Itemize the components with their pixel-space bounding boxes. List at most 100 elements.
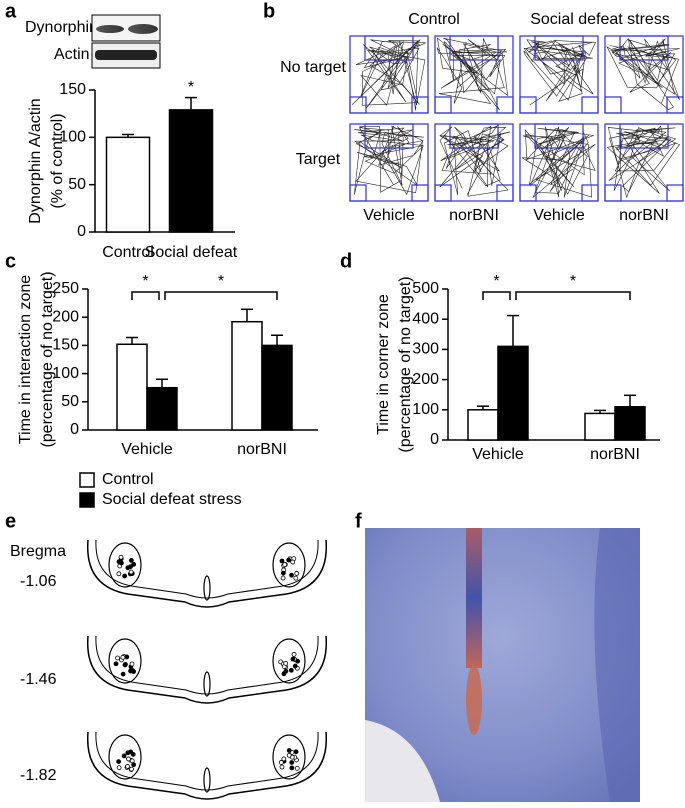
- interaction-zone: [534, 35, 584, 61]
- injection-site: [120, 671, 126, 677]
- injection-site: [123, 661, 128, 667]
- injection-site: [294, 765, 300, 771]
- injection-site: [131, 561, 137, 567]
- corner-zone: [519, 96, 537, 114]
- bar: [614, 406, 646, 441]
- y-tick-label: 0: [70, 421, 79, 438]
- blot-band: [96, 25, 124, 33]
- panel-label: d: [340, 250, 352, 272]
- x-tick-label: Vehicle: [472, 446, 524, 463]
- corner-zone: [411, 184, 429, 202]
- corner-zone: [604, 96, 622, 114]
- x-tick-label: norBNI: [590, 446, 640, 463]
- group-label: Social defeat stress: [530, 11, 670, 28]
- injection-site: [125, 764, 130, 769]
- row-label: No target: [280, 59, 346, 76]
- significance: *: [142, 273, 148, 290]
- significance-bracket: [164, 291, 278, 300]
- x-tick-label: Control: [102, 244, 154, 261]
- injection-site: [124, 654, 130, 660]
- injection-site: [131, 762, 137, 768]
- x-tick-label: Vehicle: [121, 441, 173, 458]
- histology-track: [466, 665, 482, 735]
- panel-label: f: [355, 510, 362, 532]
- y-tick-label: 150: [52, 337, 79, 354]
- injection-site: [286, 752, 292, 758]
- y-tick-label: 100: [52, 365, 79, 382]
- corner-zone: [349, 184, 367, 202]
- injection-site: [290, 559, 296, 565]
- injection-site: [280, 570, 286, 576]
- amygdala-outline: [272, 542, 306, 588]
- y-tick-label: 400: [412, 310, 439, 327]
- injection-site: [282, 562, 288, 568]
- legend-label: Control: [102, 471, 154, 488]
- y-tick-label: 150: [59, 81, 86, 98]
- amygdala-outline: [108, 638, 142, 684]
- injection-site: [295, 658, 301, 664]
- injection-site: [281, 756, 287, 762]
- brain-outline: [95, 635, 319, 695]
- interaction-zone: [619, 35, 669, 61]
- amygdala-outline: [272, 638, 306, 684]
- brain-outline: [87, 539, 327, 608]
- bar: [497, 345, 529, 441]
- atlas-level: -1.82: [20, 767, 57, 784]
- bar: [105, 136, 151, 233]
- injection-site: [121, 753, 127, 759]
- corner-zone: [411, 96, 429, 114]
- significance-bracket: [482, 291, 511, 300]
- brain-outline: [95, 539, 319, 599]
- injection-site: [128, 564, 133, 570]
- arena: [604, 123, 684, 202]
- injection-site: [294, 571, 300, 576]
- bar: [261, 344, 293, 431]
- legend-swatch: [79, 492, 95, 508]
- corner-zone: [581, 96, 599, 114]
- significance-bracket: [131, 291, 160, 300]
- injection-site: [283, 660, 289, 666]
- interaction-zone: [619, 123, 669, 149]
- trajectory: [436, 37, 509, 111]
- amygdala-outline: [108, 542, 142, 588]
- y-tick-label: 500: [412, 280, 439, 297]
- corner-zone: [581, 184, 599, 202]
- histology-region: [594, 528, 640, 802]
- midline: [203, 575, 211, 601]
- column-label: Vehicle: [533, 207, 585, 224]
- injection-site: [128, 558, 134, 563]
- amygdala-outline: [108, 734, 142, 780]
- x-tick-label: Social defeat: [145, 244, 238, 261]
- injection-site: [128, 569, 134, 575]
- y-tick-label: 250: [52, 280, 79, 297]
- injection-site: [293, 749, 299, 755]
- legend-label: Social defeat stress: [102, 491, 242, 508]
- significance: *: [218, 273, 224, 290]
- brain-outline: [95, 731, 319, 791]
- atlas-level: -1.06: [20, 573, 57, 590]
- injection-site: [290, 656, 296, 662]
- bar: [116, 343, 148, 431]
- y-tick-label: 0: [77, 223, 86, 240]
- column-label: Vehicle: [363, 207, 415, 224]
- bar: [146, 386, 178, 431]
- trajectory: [606, 37, 680, 110]
- corner-zone: [349, 96, 367, 114]
- significance: *: [570, 273, 576, 290]
- trajectory: [606, 125, 680, 199]
- trajectory: [439, 125, 510, 197]
- blot-band: [95, 50, 157, 60]
- injection-site: [119, 560, 124, 566]
- panel-label: a: [5, 0, 17, 22]
- bar: [467, 409, 499, 441]
- injection-site: [291, 651, 297, 657]
- blot-label: Actin: [54, 46, 90, 63]
- corner-zone: [666, 96, 684, 114]
- injection-site: [288, 667, 294, 673]
- brain-outline: [87, 635, 327, 704]
- injection-site: [116, 759, 122, 764]
- bar: [168, 109, 214, 233]
- y-tick-label: 200: [52, 308, 79, 325]
- trajectory: [523, 39, 596, 106]
- injection-site: [130, 751, 136, 757]
